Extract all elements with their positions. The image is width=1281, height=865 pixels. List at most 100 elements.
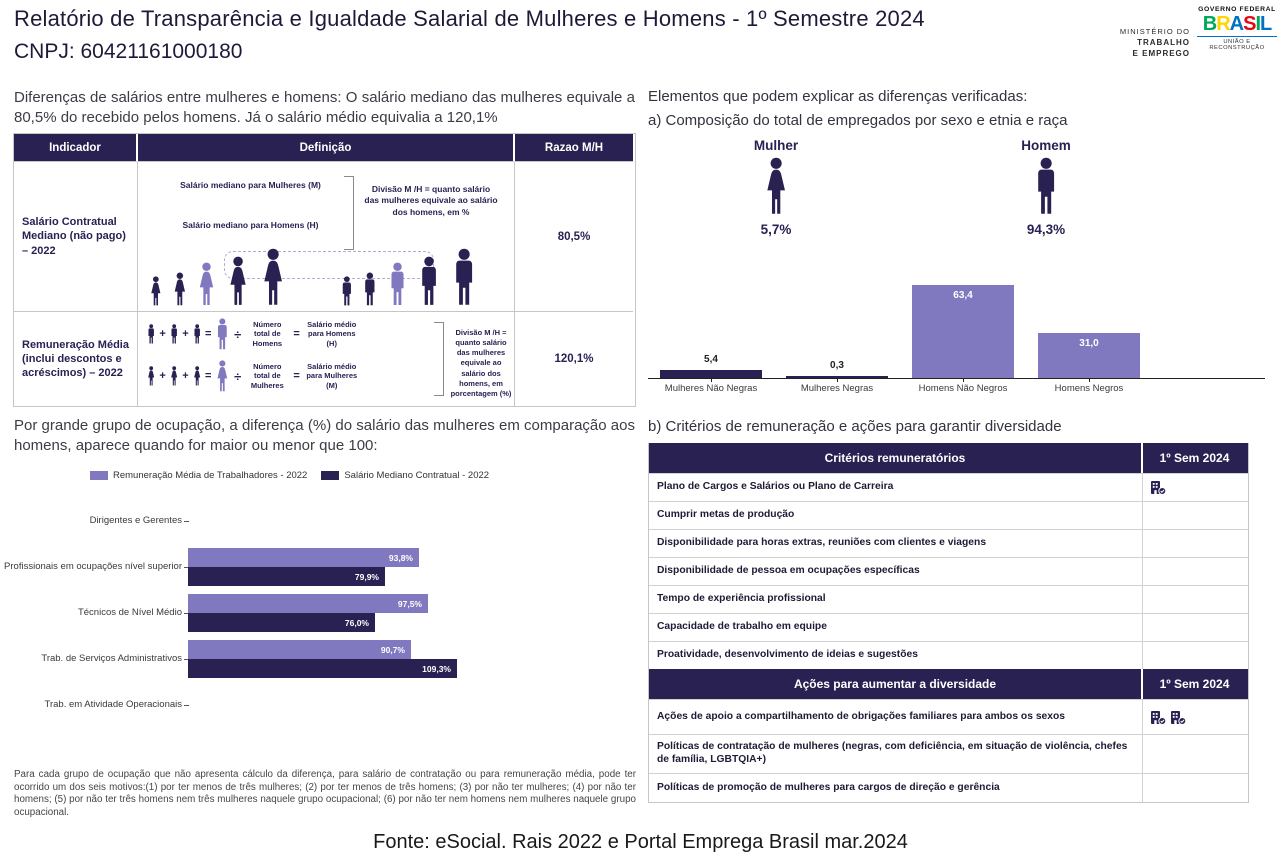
bar-value: 90,7% bbox=[380, 645, 405, 655]
criterion-label: Capacidade de trabalho em equipe bbox=[649, 614, 1143, 641]
occupation-label: Trab. de Serviços Administrativos bbox=[41, 653, 182, 664]
man-icon bbox=[1038, 157, 1054, 214]
man-icon bbox=[194, 324, 200, 344]
woman-icon bbox=[193, 366, 200, 386]
period-value-cell bbox=[1143, 735, 1246, 773]
criterion-label: Tempo de experiência profissional bbox=[649, 586, 1143, 613]
occupation-label: Profissionais em ocupações nível superio… bbox=[4, 561, 182, 572]
plus-sign: + bbox=[182, 327, 189, 340]
bar-value: 93,8% bbox=[388, 553, 413, 563]
bar-1 bbox=[786, 376, 888, 378]
criterion-label: Plano de Cargos e Salários ou Plano de C… bbox=[649, 474, 1143, 501]
period-value-cell bbox=[1143, 474, 1246, 501]
division-note: Divisão M /H = quanto salário das mulher… bbox=[364, 184, 498, 217]
brasil-letter: S bbox=[1243, 13, 1256, 35]
indicator-table-header-definicao: Definição bbox=[138, 134, 515, 162]
ministry-line3: E EMPREGO bbox=[1132, 49, 1190, 58]
equals-sign: = bbox=[293, 369, 300, 382]
woman-icon bbox=[767, 157, 785, 214]
bar-value: 79,9% bbox=[354, 572, 379, 582]
bar-dark-1: 79,9% bbox=[188, 567, 385, 586]
woman-icon bbox=[264, 248, 283, 305]
page-title: Relatório de Transparência e Igualdade S… bbox=[14, 6, 925, 31]
axis-tick bbox=[184, 521, 189, 522]
division-note: Divisão M /H = quanto salário das mulher… bbox=[450, 328, 512, 398]
average-label: Salário médio para Mulheres (M) bbox=[306, 361, 358, 390]
occupation-paragraph: Por grande grupo de ocupação, a diferenç… bbox=[14, 417, 635, 455]
man-icon bbox=[218, 318, 228, 350]
bar-value: 0,3 bbox=[830, 360, 844, 371]
period-value-cell bbox=[1143, 700, 1246, 734]
criteria-actions-table: Critérios remuneratórios 1º Sem 2024 Pla… bbox=[648, 443, 1249, 803]
equals-sign: = bbox=[205, 369, 212, 382]
average-label: Salário médio para Homens (H) bbox=[307, 319, 357, 348]
actions-header-label: Ações para aumentar a diversidade bbox=[649, 669, 1143, 699]
occupation-label: Trab. em Atividade Operacionais bbox=[44, 699, 182, 710]
bar-0 bbox=[660, 370, 762, 378]
period-value-cell bbox=[1143, 614, 1246, 641]
mulher-percent: 5,7% bbox=[760, 222, 792, 237]
criterion-label: Ações de apoio a compartilhamento de obr… bbox=[649, 700, 1143, 734]
brasil-letter: B bbox=[1202, 13, 1217, 35]
legend-label: Remuneração Média de Trabalhadores - 202… bbox=[113, 470, 308, 481]
bar-light-3: 90,7% bbox=[188, 640, 411, 659]
bar-light-1: 93,8% bbox=[188, 548, 419, 567]
axis-tick bbox=[1089, 378, 1090, 382]
men-average-formula: + + = ÷ Número total de Homens = Salário médio… bbox=[146, 318, 361, 350]
equals-sign: = bbox=[205, 327, 212, 340]
table-row: Tempo de experiência profissional bbox=[649, 585, 1248, 613]
section-a-title: a) Composição do total de empregados por… bbox=[648, 112, 1068, 129]
section-b-title: b) Critérios de remuneração e ações para… bbox=[648, 418, 1062, 435]
bar-2 bbox=[912, 285, 1014, 378]
table-row: Disponibilidade para horas extras, reuni… bbox=[649, 529, 1248, 557]
bar-dark-2: 76,0% bbox=[188, 613, 375, 632]
plus-sign: + bbox=[182, 369, 189, 382]
median-women-label: Salário mediano para Mulheres (M) bbox=[180, 180, 321, 190]
legend-label: Salário Mediano Contratual - 2022 bbox=[344, 470, 490, 481]
indicator-table-header-indicador: Indicador bbox=[14, 134, 138, 162]
axis-tick bbox=[184, 567, 189, 568]
governo-federal-label: GOVERNO FEDERAL bbox=[1198, 6, 1276, 13]
criterion-label: Disponibilidade para horas extras, reuni… bbox=[649, 530, 1143, 557]
criterion-label: Cumprir metas de produção bbox=[649, 502, 1143, 529]
occupation-legend: Remuneração Média de Trabalhadores - 202… bbox=[90, 470, 489, 481]
x-axis bbox=[648, 378, 1265, 379]
criterion-label: Proatividade, desenvolvimento de ideias … bbox=[649, 642, 1143, 669]
legend-item-mediano: Salário Mediano Contratual - 2022 bbox=[321, 470, 489, 481]
man-icon bbox=[148, 324, 154, 344]
legend-swatch-light bbox=[90, 471, 108, 480]
equals-sign: = bbox=[293, 327, 300, 340]
axis-tick bbox=[184, 705, 189, 706]
table-row: Políticas de promoção de mulheres para c… bbox=[649, 773, 1248, 802]
bar-value: 5,4 bbox=[704, 354, 718, 365]
man-icon bbox=[988, 157, 1104, 220]
legend-item-remuneracao: Remuneração Média de Trabalhadores - 202… bbox=[90, 470, 307, 481]
building-check-icon bbox=[1171, 710, 1187, 725]
category-label: Mulheres Não Negras bbox=[664, 383, 758, 394]
homem-summary: Homem 94,3% bbox=[988, 138, 1104, 237]
salary-difference-paragraph: Diferenças de salários entre mulheres e … bbox=[14, 89, 635, 127]
man-icon bbox=[342, 276, 351, 306]
ministry-logo: MINISTÉRIO DO TRABALHO E EMPREGO bbox=[1062, 26, 1190, 59]
man-icon bbox=[456, 248, 473, 305]
man-icon bbox=[422, 256, 437, 305]
axis-tick bbox=[963, 378, 964, 382]
category-label: Homens Negros bbox=[1054, 383, 1124, 394]
table-row: Proatividade, desenvolvimento de ideias … bbox=[649, 641, 1248, 669]
criteria-table-header: Critérios remuneratórios 1º Sem 2024 bbox=[649, 443, 1248, 473]
criteria-header-period: 1º Sem 2024 bbox=[1159, 451, 1230, 465]
occupation-bar-chart: Dirigentes e Gerentes Profissionais em oc… bbox=[0, 498, 640, 730]
source-line: Fonte: eSocial. Rais 2022 e Portal Empre… bbox=[373, 831, 908, 853]
criteria-header-label: Critérios remuneratórios bbox=[649, 443, 1143, 473]
plus-sign: + bbox=[159, 327, 166, 340]
period-value-cell bbox=[1143, 530, 1246, 557]
man-icon bbox=[171, 324, 177, 344]
ministry-line2: TRABALHO bbox=[1137, 38, 1190, 47]
bar-dark-3: 109,3% bbox=[188, 659, 457, 678]
indicator-row2-name: Remuneração Média (inclui descontos e ac… bbox=[14, 312, 138, 406]
bar-3 bbox=[1038, 333, 1140, 378]
elements-title: Elementos que podem explicar as diferenç… bbox=[648, 88, 1028, 105]
indicator-row2-definition: + + = ÷ Número total de Homens = Salário médio… bbox=[138, 312, 515, 406]
total-label: Número total de Homens bbox=[252, 319, 283, 348]
brasil-wordmark: BRASIL bbox=[1197, 13, 1277, 35]
